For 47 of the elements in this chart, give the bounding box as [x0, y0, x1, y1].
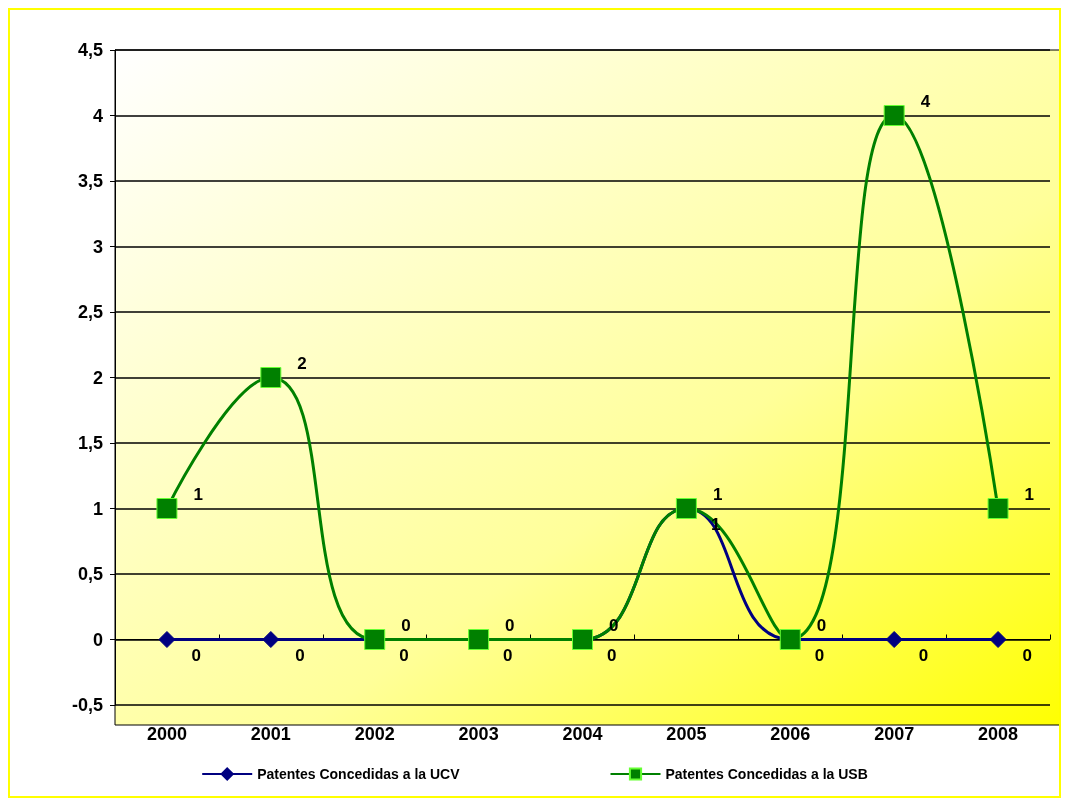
y-tick-label: 0,5 [77, 564, 103, 584]
x-tick-label: 2006 [770, 724, 811, 744]
x-tick-label: 2003 [458, 724, 499, 744]
x-tick-label: 2002 [354, 724, 395, 744]
y-tick-label: -0,5 [71, 695, 103, 715]
legend-label: Patentes Concedidas a la USB [665, 766, 868, 782]
y-tick-label: 4 [92, 105, 103, 126]
x-tick-label: 2008 [978, 724, 1019, 744]
x-tick-label: 2000 [146, 724, 187, 744]
x-tick-label: 2004 [562, 724, 603, 744]
data-label: 1 [1024, 485, 1035, 504]
data-label: 2 [297, 354, 307, 373]
data-label: 0 [191, 646, 201, 665]
data-label: 1 [712, 485, 723, 504]
point [158, 631, 176, 648]
x-tick-label: 2007 [874, 724, 915, 744]
data-label: 0 [814, 646, 825, 665]
point [260, 367, 282, 388]
y-tick-label: 3 [92, 236, 103, 257]
y-tick-label: 1 [92, 498, 103, 519]
y-tick-label: 1,5 [77, 433, 103, 453]
data-label: 4 [920, 92, 931, 111]
data-label: 0 [505, 616, 515, 635]
data-label: 0 [918, 646, 929, 665]
y-tick-label: 4,5 [77, 40, 103, 60]
data-label: 0 [816, 616, 827, 635]
point [989, 631, 1007, 648]
data-label: 0 [503, 646, 513, 665]
data-label: 0 [401, 616, 411, 635]
point [885, 631, 903, 648]
y-tick-label: 2 [92, 367, 103, 388]
point [156, 498, 178, 519]
data-label: 0 [295, 646, 305, 665]
legend-label: Patentes Concedidas a la UCV [257, 766, 461, 782]
point [262, 631, 280, 648]
y-tick-label: 0 [92, 629, 103, 650]
x-tick-label: 2005 [666, 724, 707, 744]
point [987, 498, 1009, 519]
data-label: 1 [193, 485, 203, 504]
data-label: 1 [710, 515, 721, 534]
x-tick-label: 2001 [250, 724, 291, 744]
data-label: 0 [607, 646, 617, 665]
y-tick-label: 3,5 [77, 171, 103, 191]
point [883, 105, 905, 126]
y-tick-label: 2,5 [77, 302, 103, 322]
data-label: 0 [399, 646, 409, 665]
data-label: 0 [1022, 646, 1033, 665]
